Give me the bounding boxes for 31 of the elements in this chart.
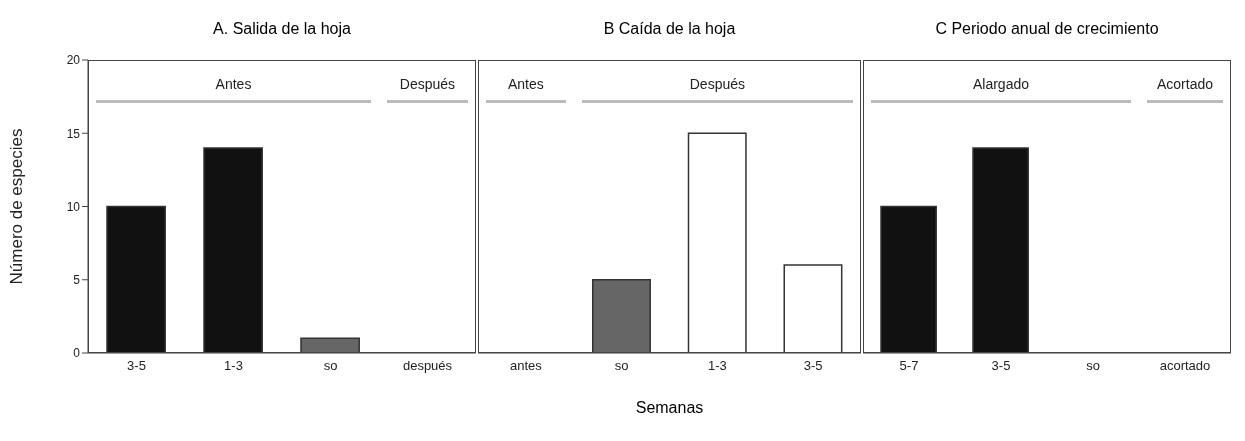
chart-title: C Periodo anual de crecimiento [934, 20, 1160, 38]
x-tick-label: so [614, 358, 629, 374]
bar [106, 205, 166, 353]
x-tick-label: 1-3 [224, 358, 243, 374]
bar [203, 147, 263, 353]
annotation: Acortado [1155, 76, 1214, 92]
annotation: Antes [214, 76, 253, 92]
y-tick-label: 0 [73, 346, 81, 361]
bar [300, 337, 360, 353]
x-tick-label: so [323, 358, 338, 374]
x-axis-title: Semanas [634, 399, 705, 417]
x-tick-label: después [402, 358, 453, 374]
annotation: Antes [506, 76, 545, 92]
y-axis-title: Número de especies [7, 128, 27, 285]
annotation: Después [688, 76, 746, 92]
x-tick-label: 3-5 [127, 358, 146, 374]
annotation: Después [398, 76, 457, 92]
x-tick-label: antes [509, 358, 543, 374]
x-tick-label: acortado [1159, 358, 1211, 374]
annotation: Alargado [971, 76, 1030, 92]
x-tick-label: 5-7 [899, 358, 919, 374]
y-tick-label: 10 [66, 199, 81, 214]
x-tick-label: so [1086, 358, 1100, 374]
x-tick-label: 3-5 [991, 358, 1011, 374]
x-tick-label: 3-5 [803, 358, 823, 374]
y-tick-label: 15 [66, 126, 81, 141]
chart-title: A. Salida de la hoja [212, 20, 352, 38]
x-tick-label: 1-3 [707, 358, 727, 374]
y-tick-label: 5 [73, 273, 81, 288]
chart-title: B Caída de la hoja [602, 20, 737, 38]
y-tick-label: 20 [66, 53, 81, 68]
